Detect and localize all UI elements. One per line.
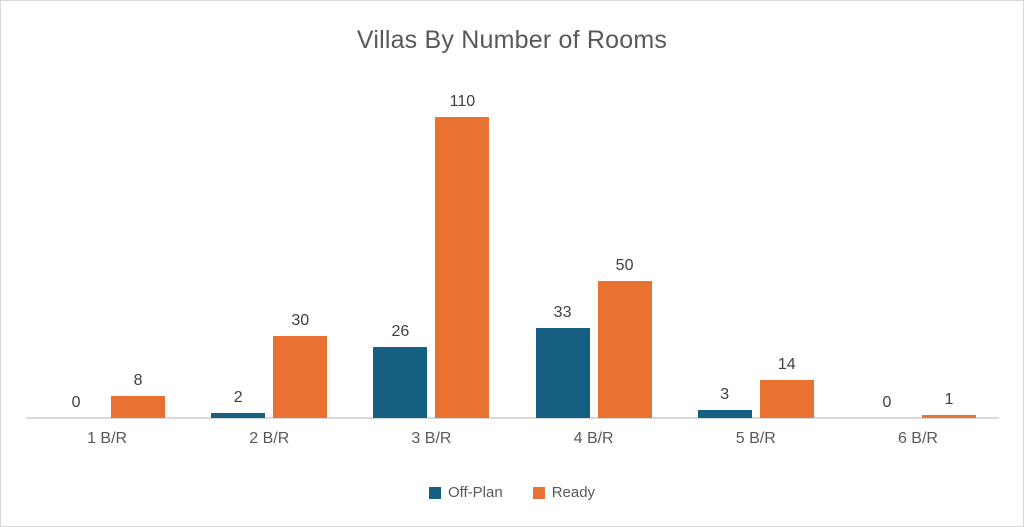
- category-label-1br: 1 B/R: [87, 430, 128, 447]
- data-label-ready-6br: 1: [944, 391, 954, 409]
- category-label-3br: 3 B/R: [411, 430, 452, 447]
- bar-ready-1br: [111, 396, 166, 418]
- bar-ready-4br: [597, 281, 652, 418]
- plot-area: 0 8 2 30 26 110 33 50 3 14 0 1: [26, 90, 999, 419]
- data-label-offplan-2br: 2: [233, 388, 243, 406]
- bar-ready-6br: [921, 415, 976, 418]
- legend-label-ready: Ready: [551, 484, 596, 501]
- data-label-offplan-3br: 26: [391, 322, 410, 340]
- legend: Off-Plan Ready: [1, 484, 1023, 501]
- category-label-5br: 5 B/R: [735, 430, 776, 447]
- bar-ready-3br: [435, 117, 490, 418]
- legend-swatch-offplan: [428, 486, 441, 499]
- legend-swatch-ready: [532, 486, 545, 499]
- data-label-offplan-1br: 0: [71, 394, 81, 411]
- bar-offplan-2br: [211, 412, 266, 418]
- legend-item-ready: Ready: [532, 484, 596, 501]
- data-label-ready-3br: 110: [449, 93, 476, 111]
- bar-offplan-3br: [373, 346, 428, 418]
- bar-ready-2br: [273, 336, 328, 418]
- legend-item-offplan: Off-Plan: [428, 484, 503, 501]
- data-label-offplan-6br: 0: [882, 394, 892, 411]
- data-label-offplan-4br: 33: [553, 303, 572, 321]
- bar-offplan-4br: [535, 327, 590, 418]
- data-label-ready-1br: 8: [133, 372, 143, 390]
- bar-offplan-5br: [697, 409, 752, 418]
- bar-ready-5br: [759, 379, 814, 418]
- x-axis-category-row: 1 B/R 2 B/R 3 B/R 4 B/R 5 B/R 6 B/R: [26, 430, 999, 448]
- data-label-ready-4br: 50: [615, 257, 634, 275]
- category-label-4br: 4 B/R: [573, 430, 614, 447]
- legend-label-offplan: Off-Plan: [447, 484, 503, 501]
- chart-title: Villas By Number of Rooms: [356, 26, 668, 54]
- category-label-2br: 2 B/R: [249, 430, 290, 447]
- data-label-ready-5br: 14: [777, 355, 796, 373]
- data-label-ready-2br: 30: [291, 312, 310, 329]
- data-label-offplan-5br: 3: [720, 385, 730, 403]
- category-label-6br: 6 B/R: [897, 430, 938, 447]
- x-axis-line: [26, 417, 999, 419]
